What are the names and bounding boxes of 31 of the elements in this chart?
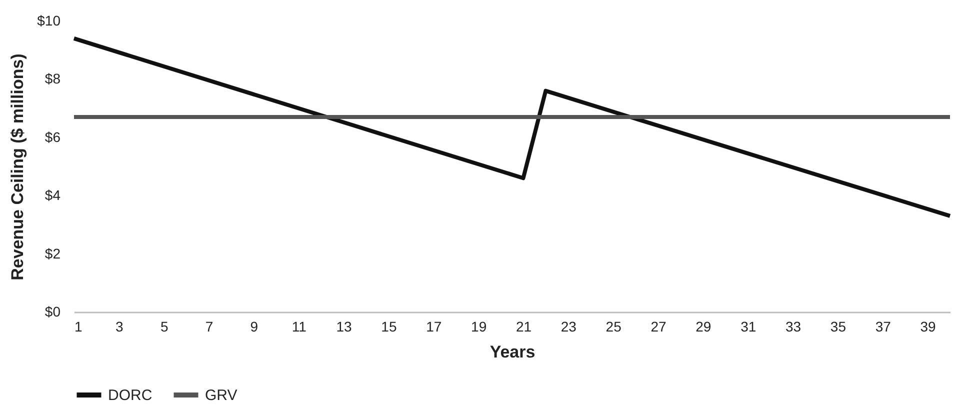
line-series xyxy=(72,36,952,218)
x-tick-label: 13 xyxy=(336,318,352,334)
x-tick-label: 39 xyxy=(920,318,936,334)
x-tick-label: 21 xyxy=(516,318,532,334)
x-tick-label: 37 xyxy=(875,318,892,334)
x-tick-label: 33 xyxy=(785,318,802,334)
y-axis-title: Revenue Ceiling ($ millions) xyxy=(8,54,28,280)
x-tick-label: 15 xyxy=(381,318,397,334)
x-tick-label: 19 xyxy=(471,318,487,334)
x-tick-label: 31 xyxy=(740,318,756,334)
y-tick-label: $2 xyxy=(44,245,61,262)
x-tick-label: 11 xyxy=(292,318,307,334)
y-tick-label: $6 xyxy=(44,128,61,145)
x-tick-label: 9 xyxy=(250,318,258,334)
x-tick-label: 29 xyxy=(696,318,712,334)
x-tick-label: 25 xyxy=(606,318,622,334)
x-axis-title: Years xyxy=(490,342,536,362)
y-tick-label: $10 xyxy=(37,12,61,28)
x-tick-label: 5 xyxy=(160,318,168,334)
x-tick-label: 23 xyxy=(560,318,577,334)
x-tick-label: 35 xyxy=(830,318,846,334)
x-tick-label: 7 xyxy=(205,318,214,334)
y-tick-label: $8 xyxy=(44,70,61,87)
x-tick-label: 3 xyxy=(116,318,124,334)
x-tick-label: 17 xyxy=(426,318,442,334)
x-tick-label: 1 xyxy=(74,318,82,334)
y-tick-label: $4 xyxy=(44,187,61,204)
legend-label: DORC xyxy=(108,387,152,404)
legend-label: GRV xyxy=(205,387,238,404)
y-tick-label: $0 xyxy=(44,304,61,320)
x-tick-label: 27 xyxy=(650,318,666,334)
